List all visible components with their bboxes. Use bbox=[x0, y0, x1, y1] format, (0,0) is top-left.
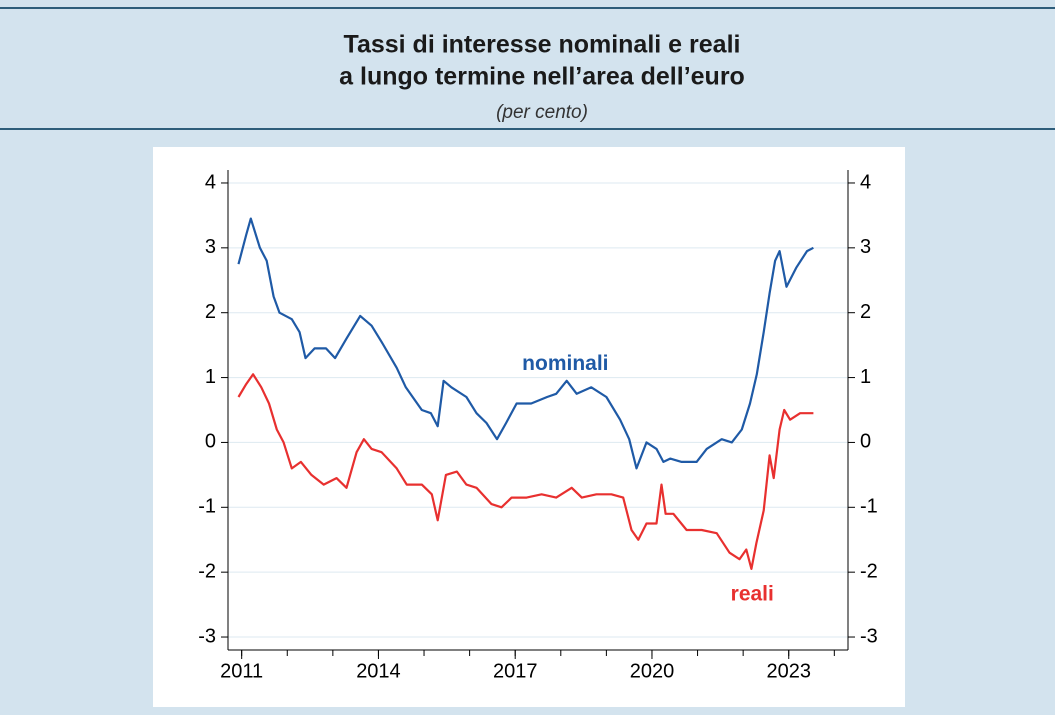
y2-tick-label: 4 bbox=[860, 171, 871, 193]
y2-tick-label: -1 bbox=[860, 496, 878, 518]
x-tick-label: 2020 bbox=[630, 660, 675, 682]
y-tick-label: 2 bbox=[205, 301, 216, 323]
line-series bbox=[237, 373, 814, 570]
y-tick-label: -3 bbox=[198, 625, 216, 647]
y2-tick-label: -3 bbox=[860, 625, 878, 647]
y-tick-label: 3 bbox=[205, 236, 216, 258]
y2-tick-label: 0 bbox=[860, 431, 871, 453]
y-tick-label: 1 bbox=[205, 366, 216, 388]
x-tick-label: 2017 bbox=[493, 660, 538, 682]
y2-tick-label: 2 bbox=[860, 301, 871, 323]
y2-tick-label: 3 bbox=[860, 236, 871, 258]
x-tick-label: 2011 bbox=[220, 660, 263, 682]
x-tick-label: 2023 bbox=[766, 660, 811, 682]
y-tick-label: -1 bbox=[198, 496, 216, 518]
x-tick-label: 2014 bbox=[356, 660, 401, 682]
line-series bbox=[237, 217, 814, 470]
series-label: reali bbox=[731, 582, 774, 605]
y-tick-label: 0 bbox=[205, 431, 216, 453]
chart-title: a lungo termine nell’area dell’euro bbox=[339, 63, 745, 91]
series-label: nominali bbox=[522, 352, 608, 375]
y2-tick-label: -2 bbox=[860, 560, 878, 582]
plot-background bbox=[153, 147, 905, 707]
y-tick-label: 4 bbox=[205, 171, 216, 193]
chart-subtitle: (per cento) bbox=[496, 102, 588, 123]
y-tick-label: -2 bbox=[198, 560, 216, 582]
chart-title: Tassi di interesse nominali e reali bbox=[344, 31, 741, 59]
y2-tick-label: 1 bbox=[860, 366, 871, 388]
